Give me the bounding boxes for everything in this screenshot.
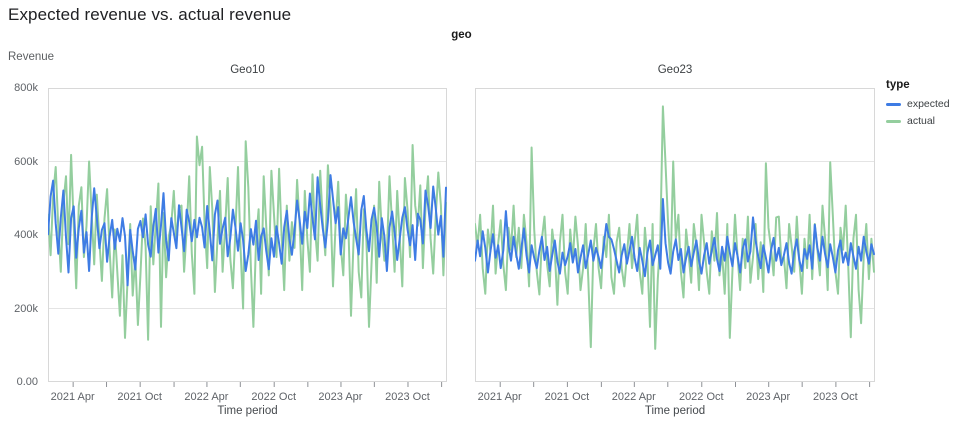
x-tick-label: 2022 Apr [184,391,229,403]
x-tick-label: 2022 Apr [611,391,656,403]
chart-title: Expected revenue vs. actual revenue [8,5,292,24]
x-tick-label: 2022 Oct [251,391,297,403]
y-tick-label-600k: 600k [14,155,38,168]
x-axis-tick-labels-geo10: 2021 Apr 2021 Oct 2022 Apr 2022 Oct 2023 Apr… [48,391,447,404]
y-tick-label-0.00: 0.00 [16,376,38,388]
y-tick-label-800k: 800k [14,82,38,94]
x-tick-label: 2023 Oct [813,391,858,403]
legend-item-expected: expected [886,98,950,110]
facet-header-label: geo [451,29,472,41]
expected-line-swatch-icon [886,102,901,106]
x-tick-label: 2021 Apr [50,391,95,403]
facet-title-geo23: Geo23 [657,64,693,76]
x-tick-label: 2023 Apr [746,391,791,403]
x-tick-label: 2021 Oct [544,391,590,403]
legend-item-label: expected [907,98,950,110]
x-tick-label: 2023 Oct [385,391,430,403]
x-tick-label: 2022 Oct [678,391,724,403]
x-tick-label: 2021 Apr [477,391,522,403]
legend-items: expected actual [886,98,950,127]
line-actual-geo10 [48,135,447,341]
actual-line-swatch-icon [886,119,901,123]
y-axis-title: Revenue [8,51,55,63]
facet-title-geo10: Geo10 [230,64,265,76]
x-tick-label: 2023 Apr [318,391,363,403]
line-expected-geo23 [475,198,875,278]
legend: type expected actual [886,79,950,132]
x-tick-label: 2021 Oct [117,391,162,403]
facet-panel-geo10 [48,88,447,387]
legend-title: type [886,79,910,91]
x-axis-tick-labels-geo23: 2021 Apr 2021 Oct 2022 Apr 2022 Oct 2023 Apr… [475,391,875,404]
facet-panel-geo23 [475,88,875,387]
legend-item-actual: actual [886,115,950,127]
line-expected-geo10 [48,174,447,287]
y-tick-label-200k: 200k [14,302,38,315]
x-axis-title: Time period [644,405,706,417]
y-tick-label-400k: 400k [14,229,38,241]
y-axis-tick-labels: 0.00 200k 400k 600k 800k [0,82,43,388]
legend-item-label: actual [907,115,936,127]
x-axis-title: Time period [217,405,278,417]
